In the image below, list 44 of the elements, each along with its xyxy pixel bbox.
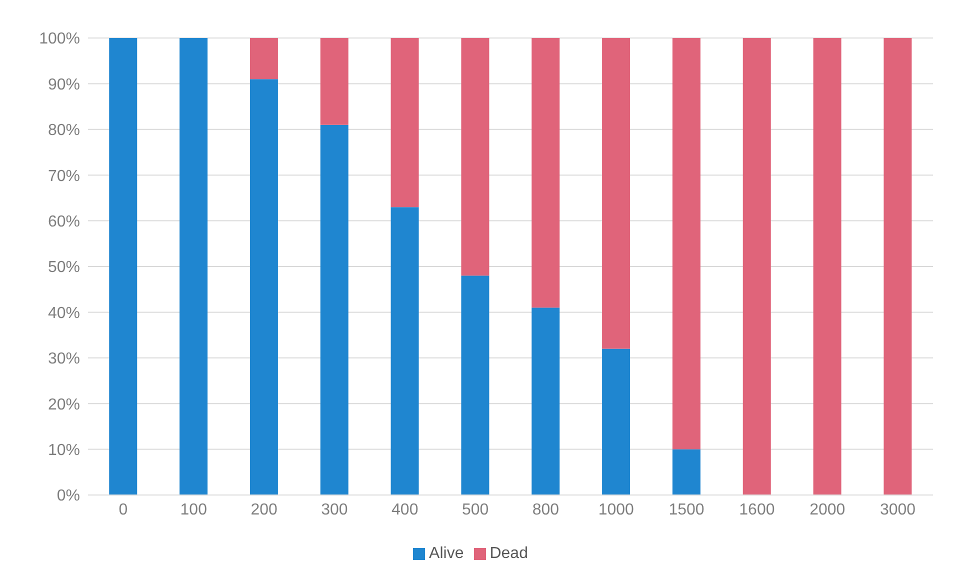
bar xyxy=(461,276,490,495)
x-tick-label: 0 xyxy=(118,501,128,518)
bar xyxy=(109,38,138,495)
bar xyxy=(532,308,560,495)
x-tick-label: 800 xyxy=(532,501,560,518)
x-tick-label: 1500 xyxy=(668,501,704,518)
x-tick-label: 500 xyxy=(462,501,489,518)
bar xyxy=(390,38,419,208)
bar xyxy=(884,38,912,495)
bar xyxy=(602,348,630,495)
y-tick-label: 80% xyxy=(48,122,80,140)
bar xyxy=(813,38,842,495)
x-tick-label: 100 xyxy=(180,501,208,518)
x-tick-label: 400 xyxy=(392,501,418,518)
y-tick-label: 0% xyxy=(56,488,80,505)
bar xyxy=(672,38,700,450)
x-tick-label: 3000 xyxy=(880,501,916,518)
y-tick-label: 100% xyxy=(39,30,80,48)
bar xyxy=(250,38,278,80)
y-tick-label: 40% xyxy=(48,304,80,322)
bar xyxy=(320,38,348,125)
bar xyxy=(390,207,419,495)
x-tick-label: 1600 xyxy=(739,501,775,518)
y-tick-label: 10% xyxy=(48,442,80,459)
bar xyxy=(250,79,278,495)
bar xyxy=(532,38,560,308)
y-tick-label: 20% xyxy=(48,396,80,414)
y-tick-label: 30% xyxy=(48,350,80,368)
x-tick-label: 300 xyxy=(321,501,348,518)
y-tick-label: 50% xyxy=(48,259,80,276)
bar xyxy=(742,38,771,495)
x-tick-label: 1000 xyxy=(598,501,634,518)
x-tick-label: 2000 xyxy=(810,501,846,518)
y-tick-label: 90% xyxy=(48,76,80,94)
y-tick-label: 70% xyxy=(48,168,80,185)
y-tick-label: 60% xyxy=(48,213,80,230)
legend-label: Alive xyxy=(429,545,464,562)
legend-label: Dead xyxy=(490,545,528,562)
bar xyxy=(180,38,208,495)
bar xyxy=(320,124,348,495)
bar xyxy=(602,38,630,349)
bar xyxy=(672,449,700,495)
x-tick-label: 200 xyxy=(250,501,278,518)
bar xyxy=(461,38,490,276)
